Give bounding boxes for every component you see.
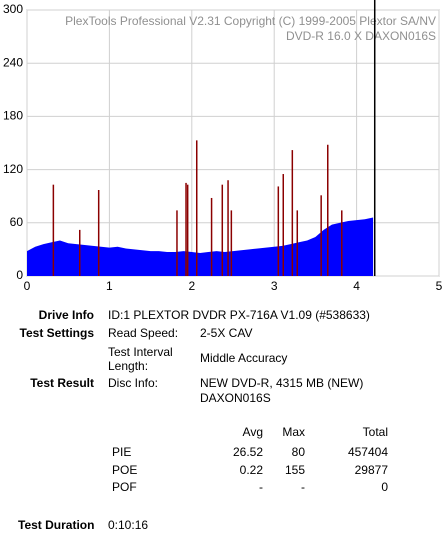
- key: Disc Info:: [108, 376, 159, 390]
- table-cell: 457404: [347, 445, 388, 459]
- value: Middle Accuracy: [200, 351, 288, 365]
- column-header: Total: [362, 425, 388, 439]
- table-cell: 0.22: [239, 462, 263, 477]
- y-tick-label: 300: [3, 2, 23, 16]
- x-tick-label: 5: [436, 279, 443, 293]
- table-cell: 155: [284, 462, 305, 477]
- table-cell: 26.52: [232, 445, 263, 459]
- table-cell: -: [301, 480, 305, 494]
- label: Test Result: [30, 376, 94, 390]
- header-line: PlexTools Professional V2.31 Copyright (…: [65, 14, 436, 28]
- key: Test Interval Length:: [108, 345, 173, 373]
- area: [27, 217, 374, 276]
- header-line: DVD-R 16.0 X DAXON016S: [286, 29, 436, 43]
- table-cell: 80: [291, 445, 305, 459]
- row-label: PIE: [112, 445, 132, 459]
- value: 0:10:16: [108, 518, 149, 532]
- label: Test Settings: [19, 326, 94, 340]
- x-tick-label: 2: [188, 279, 195, 293]
- row-label: POF: [112, 480, 137, 494]
- row-label: POE: [112, 462, 138, 477]
- key: Read Speed:: [108, 326, 179, 340]
- value: NEW DVD-R, 4315 MB (NEW): [200, 376, 364, 390]
- y-tick-label: 0: [16, 268, 23, 282]
- x-tick-label: 1: [106, 279, 113, 293]
- y-tick-label: 60: [10, 215, 24, 229]
- x-tick-label: 4: [353, 279, 360, 293]
- label: Test Duration: [18, 518, 95, 532]
- table-cell: 0: [381, 480, 388, 494]
- column-header: Max: [282, 425, 305, 439]
- table-cell: -: [259, 480, 263, 494]
- plot-area: [26, 9, 440, 277]
- y-tick-label: 180: [3, 109, 23, 123]
- value: 2-5X CAV: [200, 326, 253, 340]
- table-cell: 29877: [354, 462, 388, 477]
- y-tick-label: 240: [3, 55, 23, 69]
- y-tick-label: 120: [3, 162, 23, 176]
- value: ID:1 PLEXTOR DVDR PX-716A V1.09 (#538633…: [108, 308, 370, 322]
- column-header: Avg: [242, 425, 263, 439]
- x-tick-label: 3: [271, 279, 278, 293]
- value: DAXON016S: [200, 391, 271, 405]
- label: Drive Info: [38, 308, 94, 322]
- x-tick-label: 0: [24, 279, 31, 293]
- chart: PlexTools Professional V2.31 Copyright (…: [3, 0, 443, 293]
